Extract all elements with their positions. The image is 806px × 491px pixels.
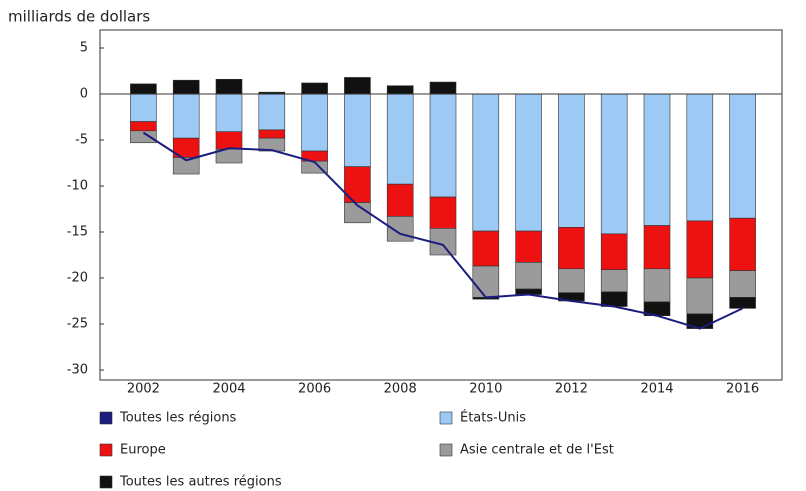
x-tick-label: 2012	[555, 382, 588, 397]
bar	[172, 79, 200, 95]
bar	[729, 93, 756, 219]
bar	[600, 269, 628, 293]
x-tick-label: 2010	[469, 382, 502, 397]
bar	[258, 129, 286, 139]
bar	[472, 265, 500, 298]
x-tick-label: 2004	[212, 382, 245, 397]
bar	[515, 93, 542, 232]
line	[142, 131, 744, 330]
bar	[301, 82, 328, 95]
bar	[472, 93, 500, 232]
legend-swatch	[99, 411, 113, 425]
bar	[429, 81, 457, 95]
x-tick-label: 2006	[298, 382, 331, 397]
legend-label: Toutes les autres régions	[119, 475, 282, 490]
bar	[386, 85, 414, 95]
bar	[558, 268, 585, 294]
bar	[729, 217, 756, 271]
legend-label: États-Unis	[460, 410, 526, 426]
bar	[258, 93, 286, 131]
y-tick-label: -30	[67, 363, 88, 378]
legend-swatch	[99, 475, 113, 489]
bar	[344, 93, 371, 167]
bar	[729, 297, 756, 309]
bar	[600, 93, 628, 235]
bar	[558, 93, 585, 228]
y-tick-label: -5	[75, 133, 88, 148]
bar	[429, 228, 457, 256]
bar	[172, 157, 200, 175]
plot-frame	[99, 29, 783, 381]
bar	[130, 93, 157, 122]
bar	[344, 202, 371, 224]
bar	[515, 230, 542, 263]
y-tick-label: -20	[67, 271, 88, 286]
y-tick-label: -10	[67, 179, 88, 194]
bar	[215, 93, 243, 133]
legend-label: Asie centrale et de l'Est	[460, 443, 614, 458]
bar	[643, 93, 671, 226]
legend-swatch	[439, 411, 453, 425]
legend-swatch	[99, 443, 113, 457]
bar	[558, 227, 585, 270]
bar	[429, 93, 457, 198]
x-tick-label: 2014	[640, 382, 673, 397]
bar	[130, 130, 157, 144]
bar	[472, 230, 500, 267]
bar	[515, 262, 542, 290]
chart-title: milliards de dollars	[8, 8, 150, 26]
x-tick-label: 2008	[384, 382, 417, 397]
y-tick-label: 5	[80, 41, 88, 56]
bar	[686, 93, 714, 222]
bar	[643, 225, 671, 270]
legend-label: Toutes les régions	[119, 411, 237, 426]
bar	[130, 121, 157, 132]
x-tick-label: 2002	[127, 382, 160, 397]
bar	[344, 77, 371, 95]
y-tick-label: 0	[80, 87, 88, 102]
y-tick-label: -15	[67, 225, 88, 240]
legend-label: Europe	[120, 443, 166, 458]
bar	[429, 196, 457, 229]
bar	[600, 233, 628, 271]
bar	[643, 268, 671, 303]
bar	[215, 131, 243, 150]
y-tick-label: -25	[67, 317, 88, 332]
bar	[386, 183, 414, 217]
legend-swatch	[439, 443, 453, 457]
bar	[215, 78, 243, 95]
bar	[686, 277, 714, 315]
x-tick-label: 2016	[726, 382, 759, 397]
bar	[130, 83, 157, 95]
bar	[172, 93, 200, 139]
bar	[686, 220, 714, 279]
bar	[301, 93, 328, 152]
bar	[386, 93, 414, 185]
bar	[729, 270, 756, 298]
bar	[600, 291, 628, 307]
